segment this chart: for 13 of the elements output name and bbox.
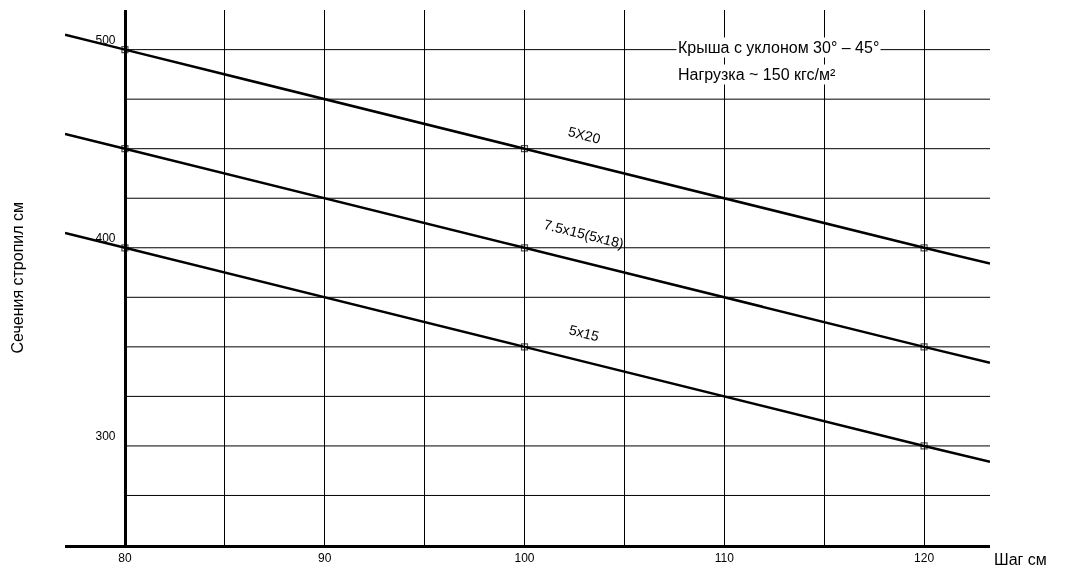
x-tick-label: 90 bbox=[318, 551, 332, 566]
x-tick-label: 100 bbox=[514, 551, 535, 566]
y-axis-title: Сечения стропил см bbox=[8, 201, 26, 354]
y-tick-label: 300 bbox=[95, 429, 116, 444]
annotation: Крыша с уклоном 30° – 45° bbox=[678, 39, 880, 56]
text: 5x15 bbox=[567, 321, 602, 345]
text: 5X20 bbox=[566, 123, 603, 147]
y-tick-label: 400 bbox=[95, 230, 116, 245]
annotation: Нагрузка ~ 150 кгс/м² bbox=[678, 66, 836, 83]
x-axis-title: Шаг см bbox=[994, 551, 1047, 568]
x-tick-label: 120 bbox=[914, 551, 935, 566]
x-tick-label: 110 bbox=[714, 551, 735, 566]
x-tick-label: 80 bbox=[118, 551, 132, 566]
